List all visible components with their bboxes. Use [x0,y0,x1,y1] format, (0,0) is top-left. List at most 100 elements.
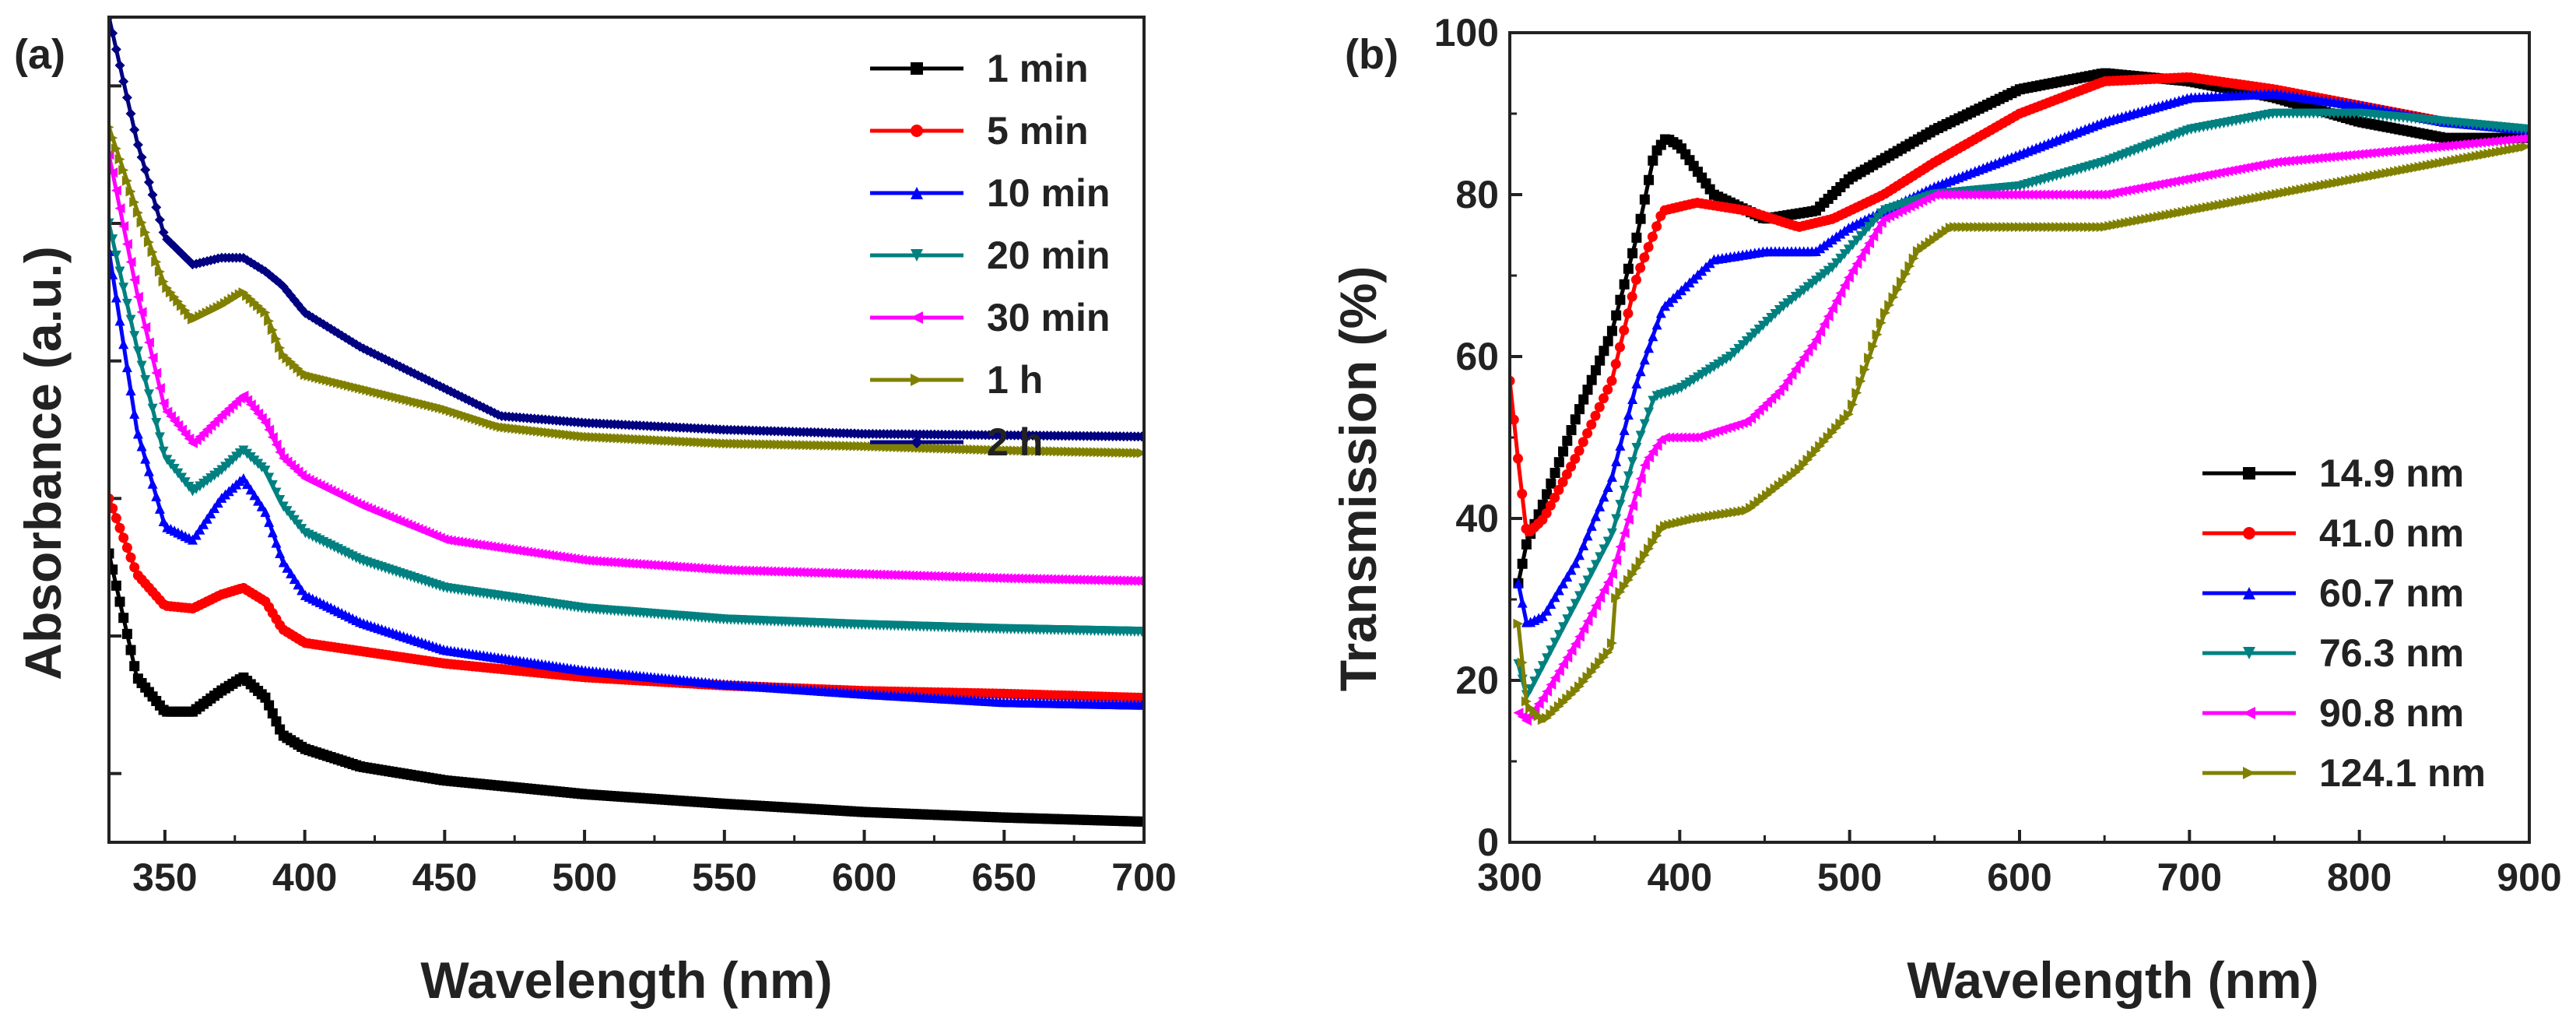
b-data-point [1546,478,1556,489]
b-data-point [1578,583,1589,594]
a-x-tick-label: 400 [272,856,337,899]
b-data-point [1566,606,1577,617]
a-data-point [1136,816,1144,827]
b-data-point [1848,399,1858,410]
a-series-30-min [109,149,1144,586]
b-data-point [1590,365,1601,376]
b-data-point [1562,571,1573,582]
a-data-point [125,256,136,267]
b-data-point [1627,248,1638,258]
a-data-point [121,542,132,553]
b-data-point [1619,528,1630,539]
a-data-point [264,424,275,435]
b-data-point [1533,669,1544,680]
b-data-point [1570,414,1581,425]
a-series-1-min [109,548,1144,827]
panel-a-y-axis-label: Absorbance (a.u.) [14,246,72,680]
b-y-tick-label: 60 [1455,335,1499,378]
b-data-point [1643,241,1654,252]
a-data-point [169,292,180,303]
b-data-point [1557,476,1568,487]
a-data-point [275,343,286,353]
b-data-point [1594,402,1605,413]
b-data-point [1868,341,1879,352]
b-data-point [1595,552,1606,563]
b-data-point [1558,446,1569,457]
b-data-point [1590,410,1601,421]
a-legend-label: 1 min [987,47,1089,90]
b-data-point [1546,599,1556,610]
b-data-point [1900,269,1911,279]
a-data-point [118,339,129,350]
b-data-point [1651,530,1662,541]
b-data-point [1615,440,1626,451]
a-data-point [114,315,125,326]
b-data-point [1562,652,1573,663]
b-data-point [1606,528,1617,539]
b-x-tick-label: 500 [1817,856,1882,899]
b-data-point [1553,666,1564,676]
b-data-point [1611,310,1622,321]
a-legend-marker [911,436,923,448]
absorbance-chart: (a) Wavelength (nm) Absorbance (a.u.) 35… [14,16,1177,1009]
b-data-point [1590,662,1601,673]
a-data-point [121,362,132,373]
a-legend-label: 5 min [987,109,1089,153]
a-data-point [118,164,129,175]
b-data-point [1570,557,1581,568]
b-data-point [1553,585,1564,596]
a-data-point [121,628,132,639]
b-data-point [1823,311,1834,322]
a-data-point [260,692,271,703]
b-data-point [1549,638,1560,648]
b-data-point [1864,222,1875,233]
b-data-point [1574,681,1585,692]
b-data-point [1619,424,1630,435]
b-data-point [1639,354,1650,365]
a-data-point [125,552,136,563]
b-data-point [1831,295,1842,306]
b-data-point [1611,455,1622,466]
b-data-point [1778,381,1789,392]
a-legend-label: 30 min [987,296,1110,339]
b-series-76-3-nm [1513,108,2529,701]
a-data-point [109,548,114,559]
b-data-point [1510,414,1519,425]
a-data-point [121,175,132,186]
a-data-point [114,596,125,607]
a-data-point [154,503,165,514]
b-data-point [1623,409,1634,420]
b-data-point [1651,441,1662,452]
b-data-point [1627,568,1638,579]
a-data-point [158,446,169,457]
b-data-point [1819,240,1830,251]
a-data-point [158,276,169,287]
a-data-point [147,478,158,489]
transmission-chart: (b) Wavelength (nm) Transmission (%) 300… [1329,11,2562,1009]
b-data-point [1648,155,1658,166]
b-data-point [1517,657,1528,668]
a-data-point [154,266,165,277]
a-legend-marker [911,187,923,199]
a-data-point [267,708,278,719]
b-data-point [2520,134,2529,143]
b-data-point [1558,578,1569,589]
a-data-point [143,337,154,348]
b-data-point [1611,555,1622,566]
b-data-point [1627,291,1637,302]
a-data-point [1136,699,1144,710]
b-data-point [1799,352,1809,363]
a-data-point [109,28,118,39]
b-x-tick-label: 800 [2327,856,2392,899]
b-data-point [1599,491,1609,502]
b-data-point [1549,592,1560,603]
b-data-point [1602,336,1613,346]
a-data-point [109,503,118,514]
b-legend-marker [2243,467,2255,480]
b-data-point [2267,157,2278,168]
a-data-point [132,207,143,218]
a-data-point [184,309,195,320]
b-data-point [1619,325,1630,336]
b-data-point [1578,394,1589,405]
a-data-point [136,307,147,318]
